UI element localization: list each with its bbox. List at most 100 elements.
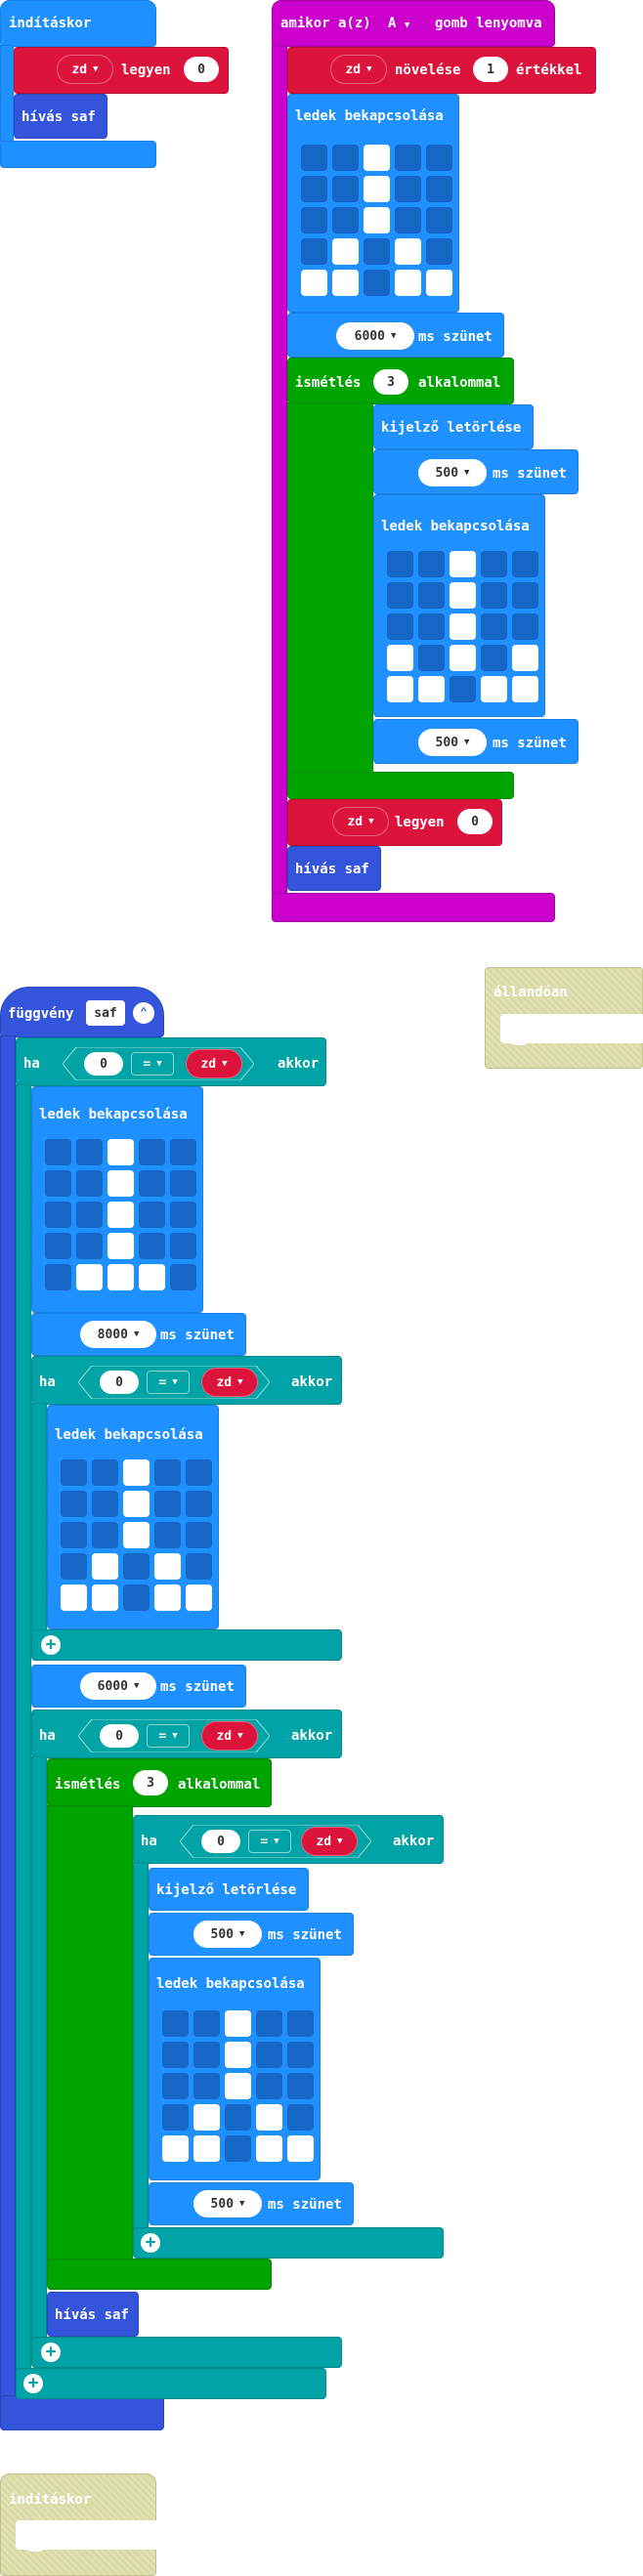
led-on[interactable] xyxy=(225,2042,251,2068)
led-off[interactable] xyxy=(301,238,327,265)
led-on[interactable] xyxy=(107,1202,134,1228)
led-on[interactable] xyxy=(225,2010,251,2037)
clear-screen-block[interactable] xyxy=(373,404,534,449)
led-off[interactable] xyxy=(450,676,476,702)
led-off[interactable] xyxy=(387,551,413,577)
led-on[interactable] xyxy=(364,145,390,171)
variable-dropdown[interactable]: zd ▼ xyxy=(57,55,113,84)
pause-dropdown[interactable]: 500 ▼ xyxy=(418,729,487,756)
led-on[interactable] xyxy=(387,645,413,671)
led-on[interactable] xyxy=(426,270,452,296)
led-off[interactable] xyxy=(481,551,507,577)
led-off[interactable] xyxy=(395,176,421,202)
led-off[interactable] xyxy=(170,1170,196,1197)
led-off[interactable] xyxy=(287,2104,314,2131)
operator-dropdown[interactable]: = ▼ xyxy=(147,1371,190,1394)
led-off[interactable] xyxy=(225,2104,251,2131)
led-off[interactable] xyxy=(170,1202,196,1228)
led-on[interactable] xyxy=(107,1139,134,1165)
led-off[interactable] xyxy=(123,1553,150,1580)
repeat-count-input[interactable]: 3 xyxy=(133,1770,168,1795)
pause-dropdown[interactable]: 6000 ▼ xyxy=(80,1672,156,1700)
led-on[interactable] xyxy=(450,645,476,671)
led-off[interactable] xyxy=(162,2073,189,2099)
plus-circle-icon[interactable]: + xyxy=(41,1635,61,1655)
led-on[interactable] xyxy=(332,238,359,265)
led-off[interactable] xyxy=(154,1459,181,1486)
clear-screen-block[interactable] xyxy=(149,1868,309,1911)
led-grid[interactable] xyxy=(45,1139,196,1290)
led-off[interactable] xyxy=(287,2010,314,2037)
led-off[interactable] xyxy=(92,1459,118,1486)
repeat-count-input[interactable]: 3 xyxy=(373,369,408,395)
led-on[interactable] xyxy=(107,1170,134,1197)
led-off[interactable] xyxy=(186,1491,212,1517)
led-off[interactable] xyxy=(139,1233,165,1259)
pause-dropdown[interactable]: 500 ▼ xyxy=(193,2190,262,2217)
variable-dropdown[interactable]: zd ▼ xyxy=(330,55,387,84)
led-off[interactable] xyxy=(287,2042,314,2068)
value-input[interactable]: 0 xyxy=(457,809,493,834)
led-off[interactable] xyxy=(256,2042,282,2068)
led-off[interactable] xyxy=(139,1139,165,1165)
led-off[interactable] xyxy=(61,1553,87,1580)
led-off[interactable] xyxy=(193,2042,220,2068)
led-on[interactable] xyxy=(512,645,538,671)
led-off[interactable] xyxy=(76,1170,103,1197)
led-off[interactable] xyxy=(287,2073,314,2099)
led-off[interactable] xyxy=(61,1522,87,1548)
led-off[interactable] xyxy=(193,2073,220,2099)
led-off[interactable] xyxy=(418,613,445,640)
led-off[interactable] xyxy=(76,1202,103,1228)
led-on[interactable] xyxy=(154,1553,181,1580)
led-grid[interactable] xyxy=(301,145,452,296)
led-on[interactable] xyxy=(512,676,538,702)
variable-dropdown[interactable]: zd ▼ xyxy=(201,1721,258,1751)
led-on[interactable] xyxy=(450,582,476,609)
led-on[interactable] xyxy=(256,2104,282,2131)
led-on[interactable] xyxy=(395,270,421,296)
led-off[interactable] xyxy=(426,207,452,233)
led-off[interactable] xyxy=(301,207,327,233)
variable-dropdown[interactable]: zd ▼ xyxy=(332,807,389,836)
led-on[interactable] xyxy=(450,613,476,640)
led-off[interactable] xyxy=(512,582,538,609)
led-off[interactable] xyxy=(395,207,421,233)
led-off[interactable] xyxy=(186,1522,212,1548)
led-on[interactable] xyxy=(139,1264,165,1290)
led-on[interactable] xyxy=(61,1584,87,1611)
led-grid[interactable] xyxy=(61,1459,212,1611)
led-on[interactable] xyxy=(154,1584,181,1611)
led-off[interactable] xyxy=(426,145,452,171)
led-on[interactable] xyxy=(301,270,327,296)
compare-left-input[interactable]: 0 xyxy=(201,1830,240,1853)
led-off[interactable] xyxy=(162,2010,189,2037)
led-off[interactable] xyxy=(76,1139,103,1165)
call-function-block[interactable] xyxy=(47,2292,139,2337)
led-on[interactable] xyxy=(256,2135,282,2162)
led-off[interactable] xyxy=(170,1139,196,1165)
led-off[interactable] xyxy=(92,1522,118,1548)
led-on[interactable] xyxy=(162,2135,189,2162)
variable-dropdown[interactable]: zd ▼ xyxy=(201,1368,258,1397)
button-dropdown[interactable]: A ▼ xyxy=(388,16,410,31)
led-off[interactable] xyxy=(193,2010,220,2037)
led-on[interactable] xyxy=(225,2073,251,2099)
led-on[interactable] xyxy=(287,2135,314,2162)
led-on[interactable] xyxy=(193,2135,220,2162)
led-off[interactable] xyxy=(364,238,390,265)
led-on[interactable] xyxy=(364,176,390,202)
led-off[interactable] xyxy=(170,1264,196,1290)
led-on[interactable] xyxy=(107,1264,134,1290)
compare-left-input[interactable]: 0 xyxy=(84,1052,123,1076)
led-off[interactable] xyxy=(426,176,452,202)
led-off[interactable] xyxy=(395,145,421,171)
led-on[interactable] xyxy=(418,676,445,702)
operator-dropdown[interactable]: = ▼ xyxy=(131,1052,174,1076)
led-on[interactable] xyxy=(387,676,413,702)
led-off[interactable] xyxy=(45,1139,71,1165)
led-off[interactable] xyxy=(162,2104,189,2131)
led-on[interactable] xyxy=(481,676,507,702)
compare-left-input[interactable]: 0 xyxy=(100,1371,139,1394)
pause-block[interactable] xyxy=(373,449,579,494)
